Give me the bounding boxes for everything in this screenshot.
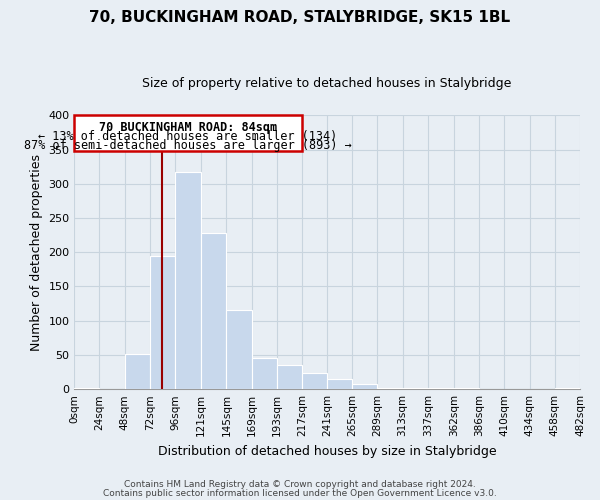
Bar [555,388,580,389]
Bar [150,256,175,389]
Bar [251,358,277,389]
X-axis label: Distribution of detached houses by size in Stalybridge: Distribution of detached houses by size … [158,444,496,458]
Text: Contains public sector information licensed under the Open Government Licence v3: Contains public sector information licen… [103,488,497,498]
Bar [327,379,352,389]
Bar [175,172,201,389]
Bar [302,372,327,389]
Bar [377,388,403,389]
Text: Contains HM Land Registry data © Crown copyright and database right 2024.: Contains HM Land Registry data © Crown c… [124,480,476,489]
Y-axis label: Number of detached properties: Number of detached properties [29,154,43,350]
Bar [428,388,454,389]
Bar [74,388,100,389]
Bar [226,310,251,389]
Bar [403,388,428,389]
Bar [125,354,150,389]
Text: 87% of semi-detached houses are larger (893) →: 87% of semi-detached houses are larger (… [24,139,352,152]
Bar [74,116,302,151]
Bar [277,365,302,389]
Text: 70, BUCKINGHAM ROAD, STALYBRIDGE, SK15 1BL: 70, BUCKINGHAM ROAD, STALYBRIDGE, SK15 1… [89,10,511,25]
Text: 70 BUCKINGHAM ROAD: 84sqm: 70 BUCKINGHAM ROAD: 84sqm [99,122,277,134]
Bar [454,388,479,389]
Title: Size of property relative to detached houses in Stalybridge: Size of property relative to detached ho… [142,78,512,90]
Bar [201,233,226,389]
Text: ← 13% of detached houses are smaller (134): ← 13% of detached houses are smaller (13… [38,130,338,143]
Bar [352,384,377,389]
